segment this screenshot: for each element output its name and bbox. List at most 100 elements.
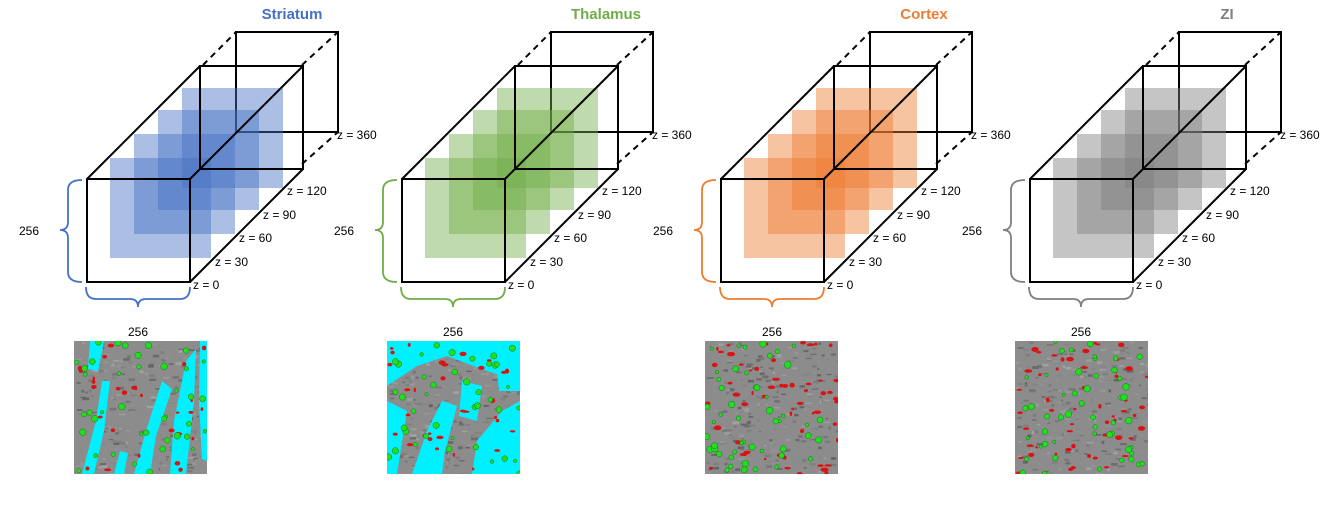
cell-marker [132,461,137,467]
tissue-texture [799,350,805,353]
cell-marker [1117,376,1123,381]
tissue-texture [772,396,779,398]
tissue-texture [1063,354,1070,357]
tissue-texture [1075,418,1079,421]
cell-marker [161,415,168,422]
tissue-texture [85,391,89,394]
tissue-texture [466,370,472,373]
front-face [86,178,191,283]
vessel-mark [1082,348,1090,354]
tissue-texture [790,407,798,410]
cell-marker [705,403,711,410]
tissue-texture [773,407,781,409]
cell-marker [79,428,87,436]
z-labels: z = 0 z = 30 z = 60 z = 90 z = 120 z = 360 [193,128,377,292]
tissue-texture [1064,353,1068,356]
tissue-texture [133,374,140,376]
tissue-texture [468,378,475,380]
cell-marker [781,414,786,418]
tissue-texture [819,380,826,382]
tissue-texture [170,434,175,438]
tissue-texture [120,359,123,363]
cube-edge [189,65,304,180]
tissue-texture [440,385,445,388]
cell-marker [718,384,725,392]
cell-marker [1106,431,1113,438]
overlay-region [412,401,457,474]
cell-marker [445,445,453,453]
tissue-texture [1060,399,1063,402]
tissue-texture [89,374,94,378]
tissue-texture [390,397,394,400]
tissue-texture [411,375,415,379]
cell-marker [185,420,192,427]
tissue-texture [1046,399,1053,403]
vessel-mark [1045,397,1050,403]
tissue-texture [1115,420,1122,423]
z-label: z = 0 [193,278,220,292]
tissue-texture [809,438,816,441]
tissue-texture [100,465,108,468]
cell-marker [86,409,93,416]
tissue-texture [1138,384,1141,387]
tissue-texture [98,466,103,469]
tissue-texture [401,453,408,457]
tissue-texture [1067,366,1074,368]
sample-thumbnail [705,341,838,474]
tissue-texture [90,395,94,397]
tissue-texture [121,371,126,375]
sample-thumbnail [387,341,520,474]
tissue-texture [1122,347,1129,349]
cell-marker [118,403,126,411]
tissue-texture [1036,443,1043,446]
tissue-texture [745,365,752,368]
tissue-texture [1137,450,1141,454]
tissue-texture [126,430,131,432]
tissue-texture [1031,431,1035,434]
tissue-texture [819,400,823,404]
tissue-texture [104,361,109,364]
cell-marker [711,420,716,425]
tissue-texture [1016,362,1019,365]
tissue-texture [831,457,836,460]
vessel-mark [1017,411,1023,415]
vessel-mark [1125,366,1133,372]
cell-marker [91,415,99,423]
cell-marker [191,447,195,451]
vessel-mark [435,447,440,451]
front-face [1029,178,1134,283]
tissue-texture [1023,399,1029,402]
tissue-texture [1075,449,1079,453]
tissue-texture [1061,413,1065,415]
vessel-mark [392,432,398,436]
tissue-texture [1142,403,1147,406]
z-label: z = 360 [971,128,1011,142]
tissue-texture [161,358,166,362]
tissue-texture [792,367,798,370]
cell-marker [516,470,520,474]
dashed-edge [935,131,973,165]
dashed-edge [301,131,339,165]
overlay-region [134,381,172,474]
vessel-mark [732,392,741,397]
cell-marker [784,361,792,369]
cell-marker [114,341,122,347]
tissue-texture [118,386,124,390]
sample-thumbnail [1015,341,1148,474]
z-label: z = 360 [652,128,692,142]
vessel-mark [771,358,776,363]
vessel-mark [1111,415,1115,418]
tissue-texture [448,441,454,445]
tissue-texture [1017,346,1024,349]
tissue-texture [811,388,819,390]
dashed-edge [1244,31,1282,66]
tissue-texture [734,425,737,428]
vessel-mark [452,452,456,457]
tissue-texture [473,367,477,370]
tissue-texture [191,453,197,457]
tissue-texture [1022,460,1028,464]
tissue-texture [1087,397,1091,400]
cell-marker [387,453,392,461]
tissue-texture [1117,402,1123,406]
vessel-mark [764,457,767,461]
